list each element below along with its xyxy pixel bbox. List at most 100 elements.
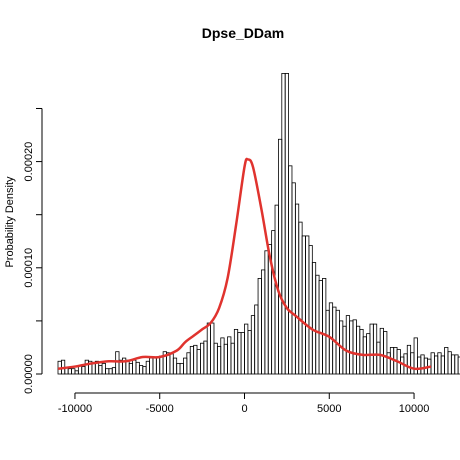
histogram-bar [67, 368, 72, 375]
histogram-bar [308, 245, 313, 375]
histogram-bar [128, 362, 134, 375]
histogram-bar [352, 319, 357, 375]
histogram-bar [74, 370, 79, 375]
y-tick-label: 0.00020 [23, 142, 35, 182]
density-curve [57, 157, 432, 371]
histogram-bar [132, 359, 137, 375]
histogram-bar [179, 362, 184, 375]
histogram-bar [159, 355, 164, 375]
histogram-bar [305, 235, 310, 375]
histogram-bar [223, 343, 228, 375]
x-tick-label: -5000 [146, 403, 174, 415]
histogram-bar [264, 250, 269, 375]
histogram-bar [420, 354, 425, 375]
histogram-bar [291, 182, 296, 375]
histogram-bar [145, 360, 150, 375]
histogram-bar [369, 323, 374, 375]
histogram-bar [383, 331, 388, 375]
histogram-bar [254, 304, 259, 375]
x-tick-label: 0 [241, 403, 247, 415]
histogram-bar [101, 362, 106, 375]
histogram-bar [257, 278, 262, 375]
histogram-bar [115, 351, 120, 375]
x-tick-label: 5000 [317, 403, 341, 415]
histogram-bar [183, 357, 188, 375]
histogram-bar [294, 203, 300, 375]
x-tick-label: -10000 [58, 403, 92, 415]
density-curve-layer [57, 157, 432, 371]
histogram-bar [152, 357, 157, 375]
histogram-bar [278, 138, 283, 375]
histogram-bar [430, 352, 435, 375]
histogram-bar [138, 365, 144, 375]
histogram-bar [220, 337, 225, 375]
histogram-bar [200, 342, 205, 375]
histogram-bar [244, 323, 249, 375]
histogram-bar [189, 345, 195, 375]
histogram-bar [413, 337, 418, 375]
histogram-bar [105, 368, 110, 375]
histogram-bar [81, 366, 86, 375]
y-axis: 0.00000 0.00010 0.00020 [23, 107, 43, 394]
histogram-bar [98, 365, 103, 375]
histogram-bar [227, 336, 232, 375]
histogram-bar [213, 342, 218, 375]
histogram-bar [315, 274, 320, 375]
histogram-bar [172, 357, 178, 375]
histogram-bar [71, 368, 76, 375]
histogram-bar [155, 356, 161, 375]
histogram-bar [311, 262, 317, 375]
histogram-bar [301, 235, 306, 375]
histogram-bar [288, 165, 293, 375]
histogram-bar [298, 221, 303, 375]
histogram-bar [237, 332, 242, 375]
y-tick-label: 0.00000 [23, 354, 35, 394]
histogram-bar [169, 353, 174, 375]
histogram-bar [349, 320, 354, 375]
y-axis-title: Probability Density [4, 176, 16, 268]
histogram-bars [57, 73, 460, 375]
histogram-bar [240, 332, 245, 375]
histogram-bar [142, 366, 147, 375]
histogram-bar [250, 315, 256, 375]
histogram-bar [376, 341, 381, 375]
histogram-bar [210, 322, 215, 375]
histogram-bar [437, 352, 442, 375]
y-tick-label: 0.00010 [23, 248, 35, 288]
histogram-bar [433, 355, 439, 375]
histogram-bar [111, 367, 117, 375]
histogram-bar [318, 280, 323, 375]
histogram-bar [406, 344, 412, 375]
histogram-bar [230, 342, 235, 375]
histogram-bar [108, 368, 113, 375]
histogram-bar [135, 361, 140, 375]
histogram-bar [372, 323, 378, 375]
histogram-bar [444, 347, 449, 375]
histogram-bar [216, 345, 222, 375]
histogram-bar [206, 322, 211, 375]
histogram-bar [423, 357, 429, 375]
histogram-bar [454, 354, 459, 375]
histogram-bar [247, 330, 252, 375]
histogram-bar [325, 309, 330, 375]
histogram-bar [417, 356, 422, 375]
histogram-bar [261, 269, 266, 375]
histogram-bar [186, 352, 191, 375]
histogram-bar [447, 351, 452, 375]
histogram-bar [233, 328, 239, 375]
histogram-bar [281, 73, 286, 375]
histogram-bar [355, 325, 361, 375]
histogram-bar [450, 354, 456, 375]
histogram-bar [196, 349, 201, 375]
chart-title: Dpse_DDam [202, 25, 284, 41]
histogram-bar [284, 73, 289, 375]
histogram-bar [149, 357, 154, 375]
x-axis: -10000 -5000 0 5000 10000 [58, 392, 430, 415]
x-tick-label: 10000 [399, 403, 430, 415]
histogram-bar [345, 315, 351, 375]
histogram-bar [440, 355, 445, 375]
histogram-bar [193, 344, 198, 375]
histogram-bar [410, 352, 415, 375]
histogram-bar [176, 362, 181, 375]
